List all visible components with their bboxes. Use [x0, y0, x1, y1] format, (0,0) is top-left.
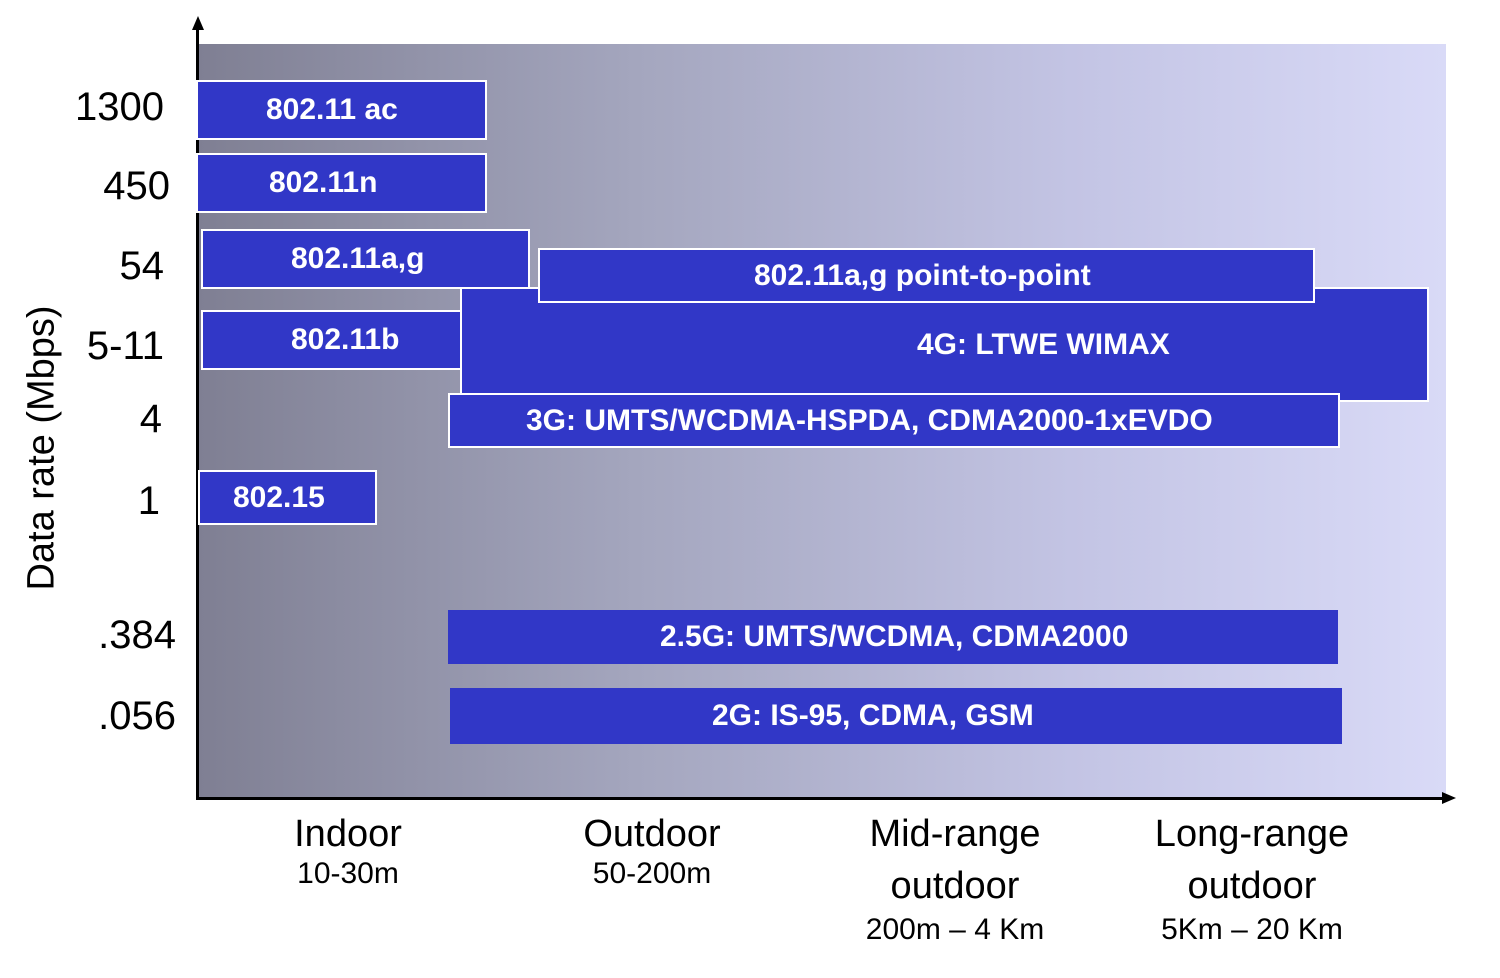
- band-802-11ag-ptp: 802.11a,g point-to-point: [538, 248, 1315, 303]
- band-802-11ac-label: 802.11 ac: [266, 93, 398, 126]
- band-2-5g: 2.5G: UMTS/WCDMA, CDMA2000: [448, 610, 1338, 664]
- y-tick-5-11: 5-11: [86, 324, 164, 368]
- x-category-mid-range-name: Mid-range outdoor: [869, 813, 1041, 907]
- x-category-outdoor-name: Outdoor: [583, 813, 721, 855]
- x-category-long-range-name: Long-range outdoor: [1154, 813, 1350, 907]
- x-axis-line: [196, 797, 1446, 800]
- band-802-11ag: 802.11a,g: [201, 229, 530, 289]
- x-category-long-range: Long-range outdoor 5Km – 20 Km: [1155, 808, 1349, 950]
- band-802-11ag-label: 802.11a,g: [291, 242, 425, 275]
- y-tick-450: 450: [103, 164, 170, 208]
- x-category-outdoor: Outdoor 50-200m: [583, 808, 720, 894]
- y-axis-arrow: [192, 16, 204, 30]
- band-2-5g-label: 2.5G: UMTS/WCDMA, CDMA2000: [660, 620, 1129, 653]
- band-802-11ag-ptp-label: 802.11a,g point-to-point: [754, 258, 1091, 292]
- x-axis-arrow: [1442, 792, 1456, 804]
- x-category-mid-range-range: 200m – 4 Km: [865, 913, 1045, 946]
- band-802-11b: 802.11b: [201, 310, 481, 370]
- band-802-15-label: 802.15: [233, 480, 325, 514]
- x-category-indoor-range: 10-30m: [297, 857, 399, 890]
- band-802-11b-label: 802.11b: [291, 323, 400, 356]
- band-2g-label: 2G: IS-95, CDMA, GSM: [712, 699, 1034, 732]
- band-802-11n: 802.11n: [196, 153, 487, 213]
- y-tick-1300: 1300: [75, 85, 164, 129]
- band-802-11ac: 802.11 ac: [196, 80, 487, 140]
- band-2g: 2G: IS-95, CDMA, GSM: [450, 688, 1342, 744]
- band-4g: 4G: LTWE WIMAX: [460, 287, 1429, 402]
- y-tick-54: 54: [119, 244, 165, 288]
- y-tick-384: .384: [98, 613, 176, 657]
- x-category-outdoor-range: 50-200m: [592, 857, 712, 890]
- y-tick-1: 1: [137, 479, 160, 523]
- band-802-15: 802.15: [198, 470, 377, 525]
- x-category-long-range-range: 5Km – 20 Km: [1161, 913, 1343, 946]
- band-3g: 3G: UMTS/WCDMA-HSPDA, CDMA2000-1xEVDO: [448, 393, 1340, 448]
- band-802-11n-label: 802.11n: [269, 166, 378, 199]
- band-4g-label: 4G: LTWE WIMAX: [917, 327, 1170, 361]
- x-category-mid-range: Mid-range outdoor 200m – 4 Km: [866, 808, 1044, 950]
- y-axis-line: [196, 26, 199, 800]
- y-tick-4: 4: [139, 397, 162, 441]
- x-category-indoor: Indoor 10-30m: [294, 808, 402, 894]
- x-category-indoor-name: Indoor: [294, 813, 402, 855]
- y-tick-056: .056: [98, 694, 176, 738]
- band-3g-label: 3G: UMTS/WCDMA-HSPDA, CDMA2000-1xEVDO: [526, 403, 1213, 437]
